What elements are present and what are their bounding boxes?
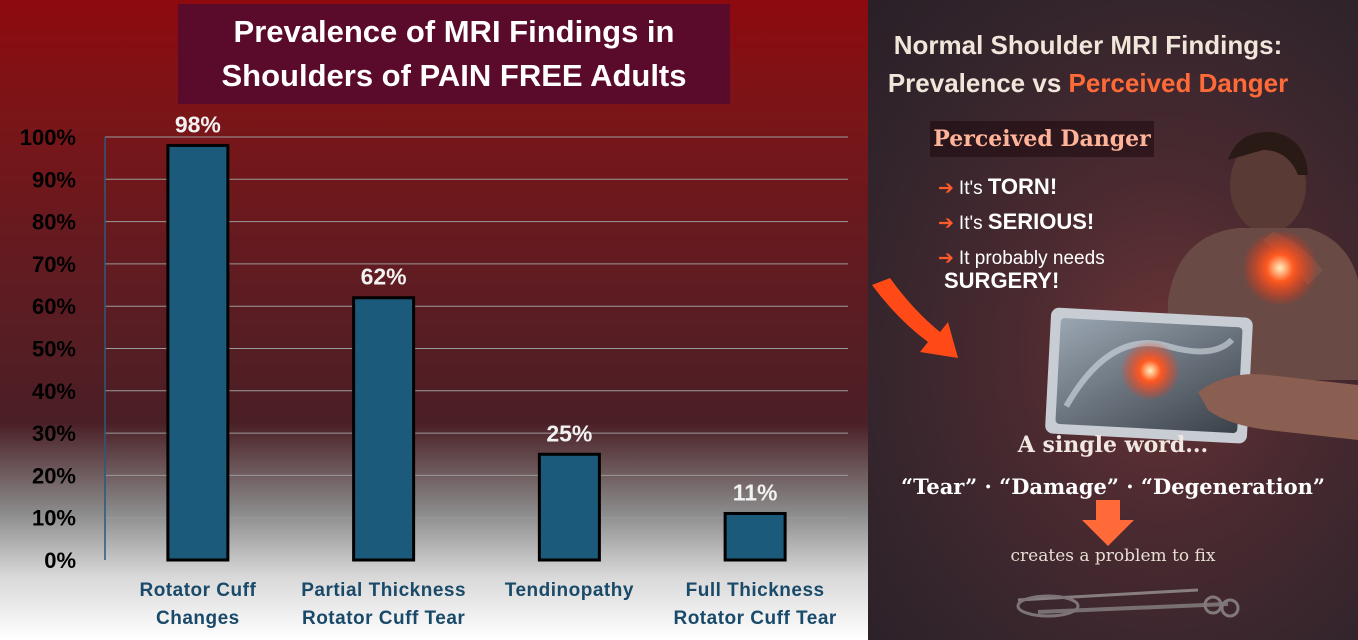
data-label: 98% <box>175 111 221 137</box>
infographic-title: Normal Shoulder MRI Findings: Prevalence… <box>868 26 1308 102</box>
data-label: 11% <box>733 479 778 505</box>
infographic-title-line-1: Normal Shoulder MRI Findings: <box>893 30 1283 60</box>
arrow-icon: ➔ <box>938 178 954 199</box>
y-tick-label: 30% <box>32 421 76 446</box>
infographic-panel: Normal Shoulder MRI Findings: Prevalence… <box>868 0 1358 640</box>
category-label: Partial Thickness <box>301 580 466 601</box>
y-tick-label: 50% <box>32 337 76 362</box>
y-tick-label: 20% <box>32 463 76 488</box>
y-tick-label: 0% <box>44 548 76 573</box>
creates-problem-text: creates a problem to fix <box>1010 546 1216 566</box>
danger-item-surgery: ➔ It probably needs SURGERY! <box>938 248 1105 294</box>
title-prefix: Prevalence vs <box>887 68 1069 98</box>
bar-chart: 0% 10% 20% 30% 40% 50% 60% 70% 80% 90% 100% 98% 62%… <box>20 111 848 629</box>
y-axis-ticks: 0% 10% 20% 30% 40% 50% 60% 70% 80% 90% 100% <box>20 125 76 573</box>
danger-item-emphasis: SERIOUS! <box>987 209 1095 234</box>
danger-item-prefix: It probably needs <box>958 248 1105 269</box>
category-label: Changes <box>156 608 240 629</box>
chart-title: Prevalence of MRI Findings in Shoulders … <box>178 4 730 104</box>
infographic-illustration <box>872 131 1358 618</box>
title-danger-text: Perceived Danger <box>1068 68 1289 98</box>
danger-item-torn: ➔ It's TORN! <box>938 176 1057 200</box>
surgical-tools <box>1016 588 1240 618</box>
y-tick-label: 60% <box>32 294 76 319</box>
curved-arrow-icon <box>872 278 958 358</box>
mri-tablet <box>1045 307 1253 444</box>
category-label: Rotator Cuff Tear <box>302 608 465 629</box>
bars <box>166 143 787 562</box>
category-label: Rotator Cuff Tear <box>673 608 836 629</box>
perceived-danger-heading: Perceived Danger <box>930 121 1154 157</box>
hand <box>1198 374 1358 440</box>
chart-title-line-1: Prevalence of MRI Findings in <box>233 14 675 49</box>
y-tick-label: 80% <box>32 210 76 235</box>
category-label: Tendinopathy <box>505 580 634 601</box>
chart-title-line-2: Shoulders of PAIN FREE Adults <box>221 58 687 93</box>
chart-panel: 0% 10% 20% 30% 40% 50% 60% 70% 80% 90% 100% 98% 62%… <box>0 0 868 640</box>
danger-item-emphasis: SURGERY! <box>944 268 1060 293</box>
bar <box>352 296 416 562</box>
single-word-text: A single word... <box>1017 432 1209 458</box>
y-tick-label: 90% <box>32 167 76 192</box>
down-arrow-icon <box>1082 500 1134 546</box>
trigger-words: “Tear” · “Damage” · “Degeneration” <box>901 474 1325 499</box>
y-tick-label: 100% <box>20 125 76 150</box>
infographic-title-line-2: Prevalence vs Perceived Danger <box>868 64 1308 102</box>
category-label: Rotator Cuff <box>139 580 256 601</box>
bar <box>723 511 787 562</box>
x-axis-categories: Rotator Cuff Changes Partial Thickness Rota… <box>139 580 836 629</box>
danger-item-prefix: It's <box>958 213 988 234</box>
arrow-icon: ➔ <box>938 213 954 234</box>
data-label: 25% <box>546 420 592 446</box>
bar <box>537 452 601 562</box>
bar <box>166 143 230 562</box>
y-tick-label: 70% <box>32 252 76 277</box>
category-label: Full Thickness <box>686 580 825 601</box>
data-labels: 98% 62% 25% 11% <box>175 111 778 505</box>
arrow-icon: ➔ <box>938 248 954 269</box>
danger-item-emphasis: TORN! <box>987 174 1058 199</box>
y-tick-label: 10% <box>32 506 76 531</box>
shoulder-pain-glow <box>1242 230 1318 306</box>
danger-item-serious: ➔ It's SERIOUS! <box>938 211 1094 235</box>
data-label: 62% <box>361 264 407 290</box>
danger-item-prefix: It's <box>958 178 988 199</box>
y-tick-label: 40% <box>32 379 76 404</box>
